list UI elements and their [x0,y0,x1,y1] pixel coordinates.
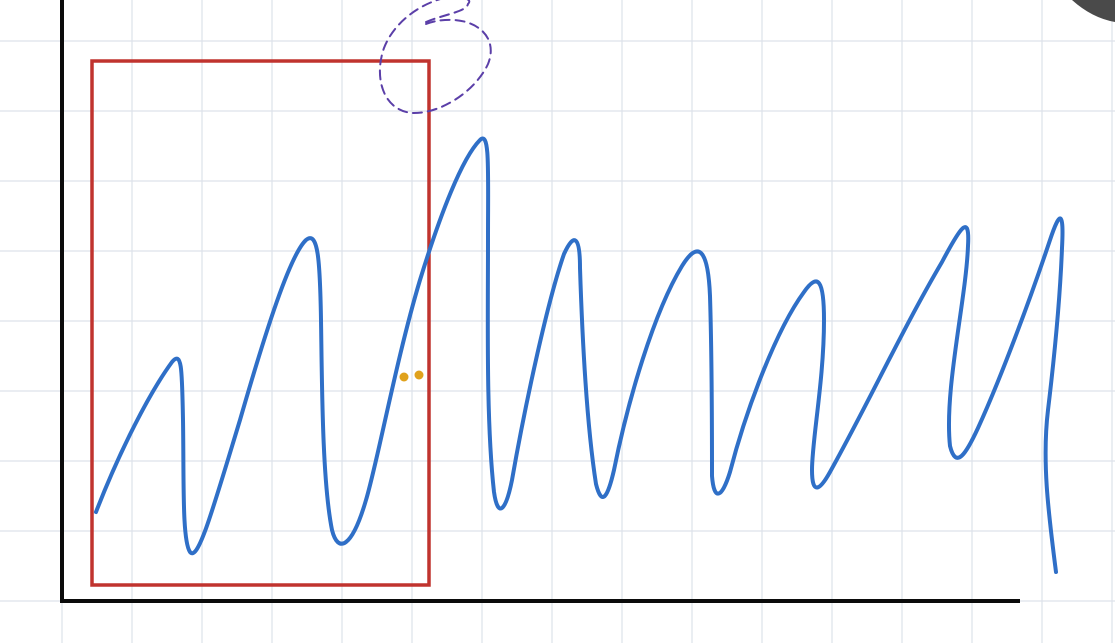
dashed-swirl-icon [378,0,492,115]
highlight-rectangle [90,59,431,587]
corner-tool-icon[interactable] [1072,0,1115,22]
waveform-curve [94,136,1065,574]
cursor-dots-icon [399,370,424,382]
